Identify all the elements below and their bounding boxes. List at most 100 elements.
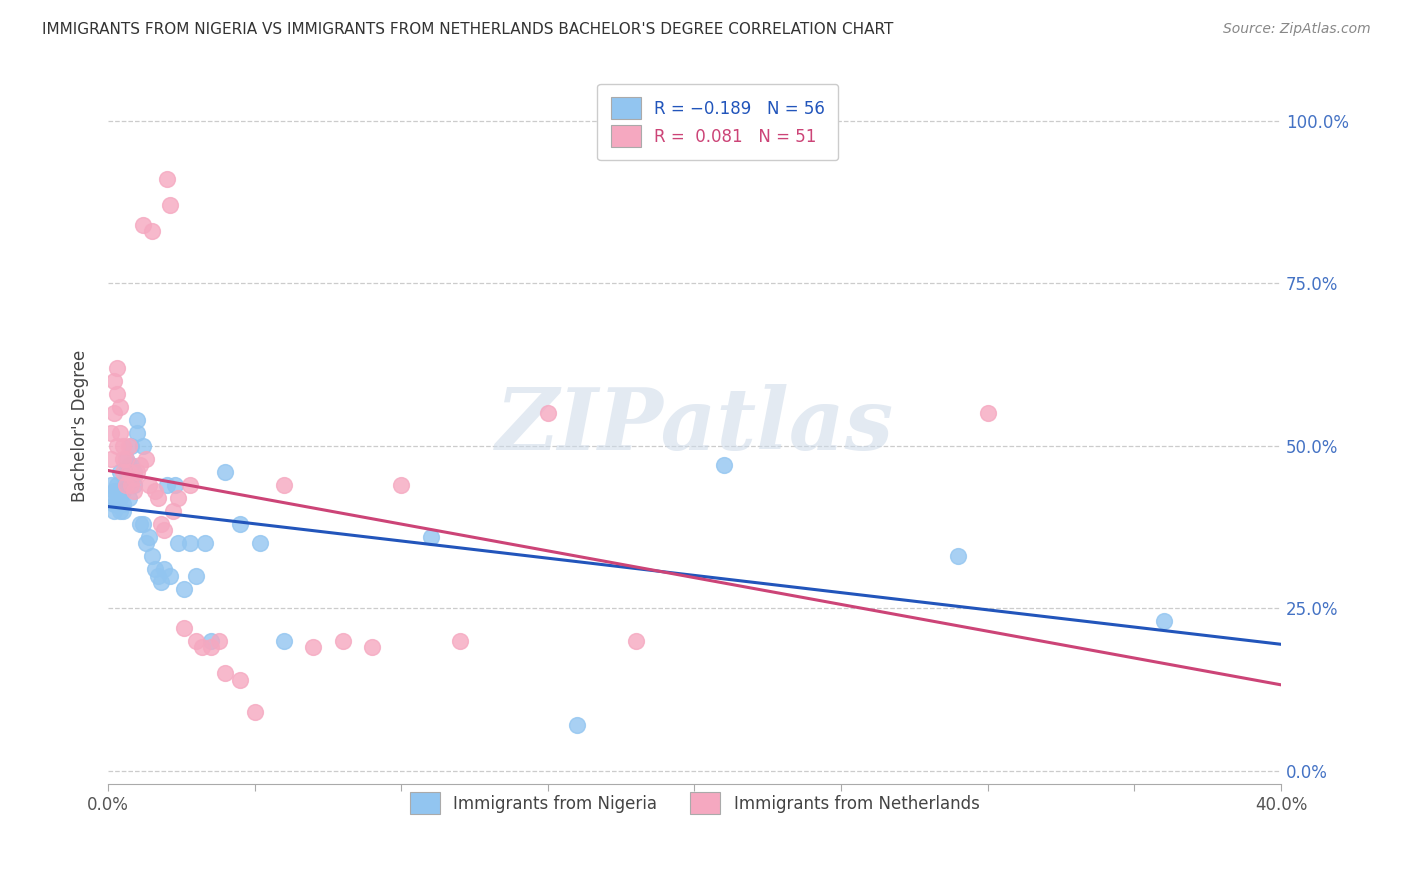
Point [167,536,190,550]
Point [129,516,152,531]
Point [159,568,181,582]
Point [179,536,201,550]
Point [214,465,236,479]
Point [229,516,252,531]
Point [103,484,125,499]
Point [105,439,128,453]
Y-axis label: Bachelor's Degree: Bachelor's Degree [72,350,89,502]
Point [243,705,266,719]
Point [103,406,125,420]
Point [200,633,222,648]
Point [149,516,172,531]
Point [273,633,295,648]
Point [108,400,131,414]
Point [624,633,647,648]
Point [389,477,412,491]
Point [332,633,354,648]
Point [138,530,160,544]
Point [127,425,149,440]
Point [165,477,187,491]
Point [138,477,160,491]
Point [120,477,142,491]
Point [132,439,155,453]
Point [273,477,295,491]
Point [567,718,589,732]
Point [135,536,157,550]
Point [449,633,471,648]
Point [173,582,195,596]
Point [108,465,131,479]
Point [103,374,125,388]
Point [146,491,169,505]
Point [361,640,384,655]
Point [977,406,1000,420]
Point [127,465,149,479]
Point [117,491,139,505]
Point [135,451,157,466]
Point [124,471,146,485]
Point [184,568,207,582]
Point [159,198,181,212]
Point [141,549,163,564]
Point [108,491,131,505]
Point [111,465,134,479]
Point [111,439,134,453]
Point [100,477,122,491]
Point [124,477,146,491]
Point [152,523,174,537]
Point [179,477,201,491]
Point [208,633,231,648]
Point [114,477,136,491]
Point [152,562,174,576]
Point [167,491,190,505]
Point [124,484,146,499]
Point [229,673,252,687]
Point [108,425,131,440]
Point [200,640,222,655]
Point [143,484,166,499]
Text: ZIPatlas: ZIPatlas [495,384,894,468]
Point [184,633,207,648]
Point [143,562,166,576]
Point [114,477,136,491]
Point [105,477,128,491]
Point [191,640,214,655]
Legend: Immigrants from Nigeria, Immigrants from Netherlands: Immigrants from Nigeria, Immigrants from… [398,780,991,825]
Point [124,465,146,479]
Point [132,516,155,531]
Point [132,218,155,232]
Point [100,491,122,505]
Point [103,497,125,511]
Point [105,491,128,505]
Point [100,425,122,440]
Point [127,412,149,426]
Point [149,575,172,590]
Point [117,439,139,453]
Point [141,224,163,238]
Point [103,503,125,517]
Point [117,471,139,485]
Point [156,172,179,186]
Point [120,458,142,472]
Point [156,477,179,491]
Point [111,451,134,466]
Point [105,360,128,375]
Text: IMMIGRANTS FROM NIGERIA VS IMMIGRANTS FROM NETHERLANDS BACHELOR'S DEGREE CORRELA: IMMIGRANTS FROM NIGERIA VS IMMIGRANTS FR… [42,22,894,37]
Text: Source: ZipAtlas.com: Source: ZipAtlas.com [1223,22,1371,37]
Point [105,484,128,499]
Point [302,640,325,655]
Point [948,549,970,564]
Point [100,451,122,466]
Point [129,458,152,472]
Point [162,503,184,517]
Point [1153,614,1175,628]
Point [114,451,136,466]
Point [114,451,136,466]
Point [120,439,142,453]
Point [214,666,236,681]
Point [105,497,128,511]
Point [114,465,136,479]
Point [108,503,131,517]
Point [173,621,195,635]
Point [111,484,134,499]
